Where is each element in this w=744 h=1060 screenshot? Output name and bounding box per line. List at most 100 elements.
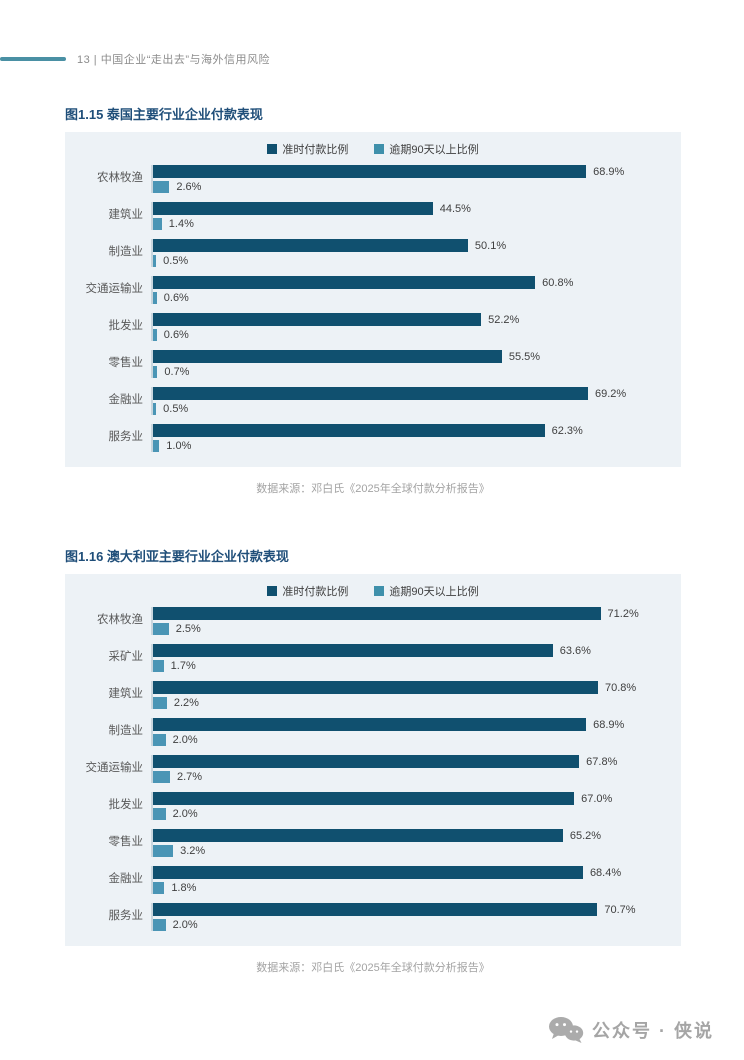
ontime-bar xyxy=(153,718,587,731)
legend-item-overdue: 逾期90天以上比例 xyxy=(374,141,479,157)
ontime-bar-line: 67.0% xyxy=(153,792,681,805)
ontime-bar xyxy=(153,644,553,657)
figure-1-15: 图1.15 泰国主要行业企业付款表现 准时付款比例 逾期90天以上比例 农林牧渔… xyxy=(65,104,681,496)
overdue-bar-line: 2.7% xyxy=(153,771,681,783)
category-label: 农林牧渔 xyxy=(97,614,143,627)
bar-row: 交通运输业 67.8% 2.7% xyxy=(65,751,681,788)
chart-legend: 准时付款比例 逾期90天以上比例 xyxy=(65,141,681,157)
category-label: 金融业 xyxy=(108,873,144,886)
ontime-bar xyxy=(153,350,502,363)
bar-group: 70.8% 2.2% xyxy=(151,681,681,709)
page-number-running-title: 13 | 中国企业“走出去”与海外信用风险 xyxy=(77,54,271,66)
value-label: 1.8% xyxy=(171,882,197,894)
value-label: 55.5% xyxy=(508,350,541,363)
bar-group: 67.0% 2.0% xyxy=(151,792,681,820)
value-label: 70.8% xyxy=(605,681,637,694)
bar-group: 68.4% 1.8% xyxy=(151,866,681,894)
overdue-bar xyxy=(153,329,157,341)
category-label: 建筑业 xyxy=(108,209,144,222)
overdue-bar-line: 3.2% xyxy=(153,845,681,857)
category-label: 农林牧渔 xyxy=(97,172,143,185)
figure-1-16: 图1.16 澳大利亚主要行业企业付款表现 准时付款比例 逾期90天以上比例 农林… xyxy=(65,546,681,975)
ontime-bar xyxy=(153,165,587,178)
chart-legend: 准时付款比例 逾期90天以上比例 xyxy=(65,583,681,599)
category-label: 服务业 xyxy=(108,431,144,444)
wechat-account-label: 公众号 · 侠说 xyxy=(592,1021,714,1041)
bar-row: 批发业 52.2% 0.6% xyxy=(65,309,681,346)
bar-row: 服务业 70.7% 2.0% xyxy=(65,899,681,936)
ontime-bar xyxy=(153,903,598,916)
value-label: 0.6% xyxy=(163,329,189,341)
overdue-bar xyxy=(153,660,164,672)
category-label: 制造业 xyxy=(108,246,144,259)
ontime-bar xyxy=(153,681,599,694)
category-label: 交通运输业 xyxy=(85,762,144,775)
category-label: 零售业 xyxy=(108,357,144,370)
overdue-bar xyxy=(153,181,170,193)
bar-group: 55.5% 0.7% xyxy=(151,350,681,378)
overdue-bar-line: 2.6% xyxy=(153,181,681,193)
overdue-bar-line: 2.0% xyxy=(153,734,681,746)
ontime-bar-line: 52.2% xyxy=(153,313,681,326)
chart-rows: 农林牧渔 68.9% 2.6% 建筑业 44.5% 1.4% 制造业 50.1% 0.5% 交通运… xyxy=(65,161,681,457)
overdue-bar-line: 0.6% xyxy=(153,292,681,304)
overdue-bar-line: 1.0% xyxy=(153,440,681,452)
overdue-bar xyxy=(153,845,174,857)
bar-row: 金融业 68.4% 1.8% xyxy=(65,862,681,899)
value-label: 62.3% xyxy=(551,424,583,437)
category-label: 金融业 xyxy=(108,394,144,407)
value-label: 1.7% xyxy=(170,660,196,672)
value-label: 1.4% xyxy=(168,218,194,230)
bar-group: 44.5% 1.4% xyxy=(151,202,681,230)
legend-label-overdue: 逾期90天以上比例 xyxy=(389,586,479,598)
overdue-bar xyxy=(153,218,162,230)
ontime-bar xyxy=(153,387,588,400)
legend-swatch-overdue xyxy=(374,586,385,596)
overdue-bar-line: 0.6% xyxy=(153,329,681,341)
ontime-bar-line: 65.2% xyxy=(153,829,681,842)
value-label: 0.7% xyxy=(164,366,190,378)
category-label: 批发业 xyxy=(108,320,144,333)
data-source-note: 数据来源：邓白氏《2025年全球付款分析报告》 xyxy=(256,483,490,495)
bar-row: 采矿业 63.6% 1.7% xyxy=(65,640,681,677)
figure-title: 图1.16 澳大利亚主要行业企业付款表现 xyxy=(65,549,289,564)
bar-group: 69.2% 0.5% xyxy=(151,387,681,415)
bar-group: 60.8% 0.6% xyxy=(151,276,681,304)
overdue-bar xyxy=(153,292,157,304)
overdue-bar-line: 2.5% xyxy=(153,623,681,635)
overdue-bar-line: 2.0% xyxy=(153,808,681,820)
bar-row: 服务业 62.3% 1.0% xyxy=(65,420,681,457)
overdue-bar xyxy=(153,734,166,746)
overdue-bar-line: 2.2% xyxy=(153,697,681,709)
legend-label-ontime: 准时付款比例 xyxy=(282,586,349,598)
ontime-bar xyxy=(153,792,575,805)
legend-swatch-overdue xyxy=(374,144,385,154)
bar-row: 交通运输业 60.8% 0.6% xyxy=(65,272,681,309)
ontime-bar xyxy=(153,424,545,437)
ontime-bar-line: 68.9% xyxy=(153,165,681,178)
category-label: 批发业 xyxy=(108,799,144,812)
data-source-note: 数据来源：邓白氏《2025年全球付款分析报告》 xyxy=(256,962,490,974)
legend-swatch-ontime xyxy=(267,586,278,596)
value-label: 70.7% xyxy=(604,903,636,916)
ontime-bar-line: 55.5% xyxy=(153,350,681,363)
overdue-bar xyxy=(153,697,167,709)
value-label: 0.5% xyxy=(163,403,189,415)
bar-group: 50.1% 0.5% xyxy=(151,239,681,267)
value-label: 50.1% xyxy=(474,239,507,252)
overdue-bar-line: 0.5% xyxy=(153,403,681,415)
overdue-bar-line: 1.7% xyxy=(153,660,681,672)
value-label: 67.0% xyxy=(581,792,613,805)
ontime-bar xyxy=(153,202,433,215)
value-label: 44.5% xyxy=(439,202,471,215)
value-label: 3.2% xyxy=(180,845,206,857)
ontime-bar-line: 67.8% xyxy=(153,755,681,768)
overdue-bar xyxy=(153,882,165,894)
value-label: 0.6% xyxy=(163,292,189,304)
ontime-bar-line: 60.8% xyxy=(153,276,681,289)
ontime-bar xyxy=(153,755,580,768)
page-header: 13 | 中国企业“走出去”与海外信用风险 xyxy=(0,51,744,67)
ontime-bar-line: 71.2% xyxy=(153,607,681,620)
value-label: 67.8% xyxy=(586,755,618,768)
legend-item-ontime: 准时付款比例 xyxy=(267,141,348,157)
